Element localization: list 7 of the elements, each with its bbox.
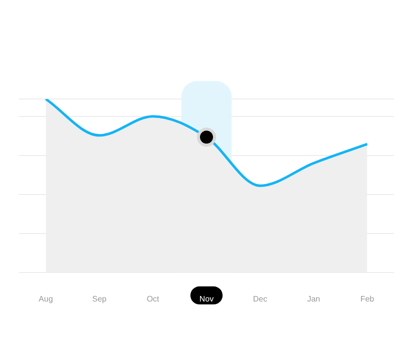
x-tick-label: Dec — [252, 294, 268, 304]
x-tick-label: Nov — [199, 294, 214, 304]
x-tick-label: Sep — [92, 294, 108, 304]
x-tick-label: Aug — [38, 294, 53, 304]
x-tick-label: Oct — [146, 294, 160, 304]
x-tick-label: Jan — [307, 294, 320, 304]
x-tick-label: Feb — [360, 294, 375, 304]
